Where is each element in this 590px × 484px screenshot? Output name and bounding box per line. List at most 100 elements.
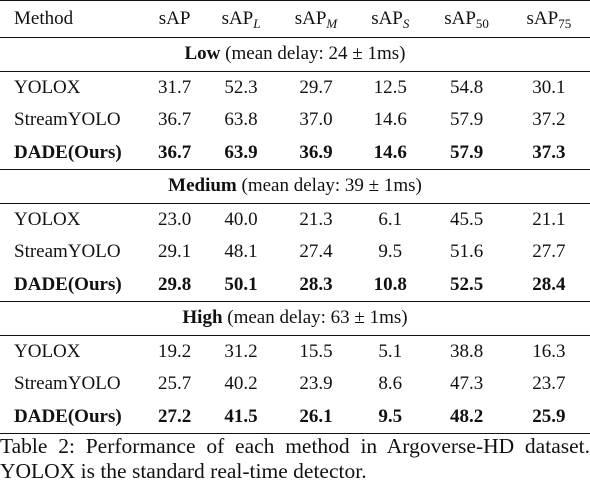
value-cell: 23.7 — [532, 373, 566, 395]
value-cell: 36.9 — [299, 141, 333, 163]
value-cell: 15.5 — [299, 340, 333, 362]
header-sap-s: sAPS — [355, 1, 425, 38]
value-cell: 14.6 — [373, 141, 407, 163]
table-row: YOLOX 19.2 31.2 15.5 5.1 38.8 16.3 — [0, 335, 590, 368]
header-sap-l-base: sAP — [221, 8, 254, 29]
value-cell: 48.1 — [224, 241, 258, 263]
table-row: DADE(Ours) 36.7 63.9 36.9 14.6 57.9 37.3 — [0, 137, 590, 170]
section-detail: (mean delay: 63 ± 1ms) — [227, 307, 408, 329]
header-sap-l: sAPL — [205, 1, 277, 38]
value-cell: 36.7 — [157, 109, 192, 131]
header-sap-50-base: sAP — [444, 8, 476, 29]
value-cell: 27.7 — [532, 241, 566, 263]
value-cell: 28.3 — [299, 273, 333, 295]
value-cell: 9.5 — [378, 405, 403, 427]
value-cell: 41.5 — [224, 405, 258, 427]
value-cell: 47.3 — [449, 373, 484, 395]
value-cell: 51.6 — [449, 241, 484, 263]
header-sap-s-sub: S — [402, 16, 410, 31]
value-cell: 28.4 — [532, 273, 566, 295]
header-sap-75: sAP75 — [508, 1, 590, 38]
value-cell: 6.1 — [378, 208, 403, 230]
section-header-row: Medium (mean delay: 39 ± 1ms) — [0, 169, 590, 204]
table-row: StreamYOLO 36.7 63.8 37.0 14.6 57.9 37.2 — [0, 104, 590, 137]
section-name: High — [182, 307, 223, 329]
header-sap-m-base: sAP — [294, 8, 327, 29]
section-name: Medium — [168, 175, 237, 197]
value-cell: 45.5 — [449, 208, 484, 230]
header-sap-l-sub: L — [253, 16, 261, 31]
value-cell: 31.2 — [224, 340, 258, 362]
header-sap-m: sAPM — [277, 1, 355, 38]
section-name: Low — [184, 43, 221, 65]
header-sap: sAP — [158, 8, 191, 29]
value-cell: 29.7 — [299, 76, 333, 98]
section-header: High (mean delay: 63 ± 1ms) — [0, 301, 590, 336]
method-cell: YOLOX — [14, 76, 81, 98]
header-method: Method — [14, 8, 74, 29]
value-cell: 21.3 — [299, 208, 333, 230]
value-cell: 27.4 — [299, 241, 333, 263]
value-cell: 37.2 — [532, 109, 566, 131]
section-detail: (mean delay: 24 ± 1ms) — [225, 43, 406, 65]
value-cell: 30.1 — [532, 76, 566, 98]
table-row: DADE(Ours) 29.8 50.1 28.3 10.8 52.5 28.4 — [0, 269, 590, 302]
value-cell: 10.8 — [373, 273, 407, 295]
table-caption: Table 2: Performance of each method in A… — [0, 434, 590, 483]
value-cell: 9.5 — [378, 241, 403, 263]
table-row: DADE(Ours) 27.2 41.5 26.1 9.5 48.2 25.9 — [0, 401, 590, 434]
value-cell: 27.2 — [157, 405, 192, 427]
section-header: Low (mean delay: 24 ± 1ms) — [0, 37, 590, 72]
method-cell: DADE(Ours) — [14, 141, 122, 163]
value-cell: 19.2 — [157, 340, 192, 362]
value-cell: 31.7 — [157, 76, 192, 98]
value-cell: 52.3 — [224, 76, 258, 98]
value-cell: 37.0 — [299, 109, 333, 131]
results-table: Method sAP sAPL sAPM sAPS sAP50 sAP75 Lo… — [0, 0, 590, 434]
value-cell: 40.0 — [224, 208, 258, 230]
header-sap-75-sub: 75 — [558, 16, 572, 31]
value-cell: 25.7 — [157, 373, 192, 395]
table-row: YOLOX 31.7 52.3 29.7 12.5 54.8 30.1 — [0, 71, 590, 104]
value-cell: 40.2 — [224, 373, 258, 395]
value-cell: 12.5 — [373, 76, 407, 98]
section-header-row: High (mean delay: 63 ± 1ms) — [0, 301, 590, 336]
value-cell: 16.3 — [532, 340, 566, 362]
value-cell: 50.1 — [224, 273, 258, 295]
section-header-row: Low (mean delay: 24 ± 1ms) — [0, 37, 590, 72]
value-cell: 52.5 — [449, 273, 484, 295]
value-cell: 8.6 — [378, 373, 403, 395]
header-sap-50: sAP50 — [425, 1, 507, 38]
value-cell: 26.1 — [299, 405, 333, 427]
value-cell: 63.8 — [224, 109, 258, 131]
value-cell: 57.9 — [449, 141, 484, 163]
value-cell: 36.7 — [157, 141, 192, 163]
value-cell: 5.1 — [378, 340, 403, 362]
table-header: Method sAP sAPL sAPM sAPS sAP50 sAP75 — [0, 0, 590, 38]
value-cell: 23.9 — [299, 373, 333, 395]
method-cell: DADE(Ours) — [14, 273, 122, 295]
header-sap-m-sub: M — [326, 16, 338, 31]
header-row: Method sAP sAPL sAPM sAPS sAP50 sAP75 — [0, 0, 590, 38]
section-detail: (mean delay: 39 ± 1ms) — [241, 175, 422, 197]
header-sap-s-base: sAP — [371, 8, 403, 29]
value-cell: 29.8 — [157, 273, 192, 295]
value-cell: 63.9 — [224, 141, 258, 163]
value-cell: 29.1 — [157, 241, 192, 263]
header-sap-50-sub: 50 — [475, 16, 489, 31]
value-cell: 21.1 — [532, 208, 566, 230]
value-cell: 25.9 — [532, 405, 566, 427]
value-cell: 38.8 — [449, 340, 484, 362]
value-cell: 48.2 — [449, 405, 484, 427]
value-cell: 14.6 — [373, 109, 407, 131]
value-cell: 54.8 — [449, 76, 484, 98]
header-sap-75-base: sAP — [526, 8, 559, 29]
method-cell: YOLOX — [14, 208, 81, 230]
table-row: StreamYOLO 25.7 40.2 23.9 8.6 47.3 23.7 — [0, 368, 590, 401]
method-cell: StreamYOLO — [14, 373, 121, 395]
method-cell: DADE(Ours) — [14, 405, 122, 427]
table-body: Low (mean delay: 24 ± 1ms) YOLOX 31.7 52.3 2… — [0, 37, 590, 434]
value-cell: 23.0 — [157, 208, 192, 230]
table-row: YOLOX 23.0 40.0 21.3 6.1 45.5 21.1 — [0, 203, 590, 236]
